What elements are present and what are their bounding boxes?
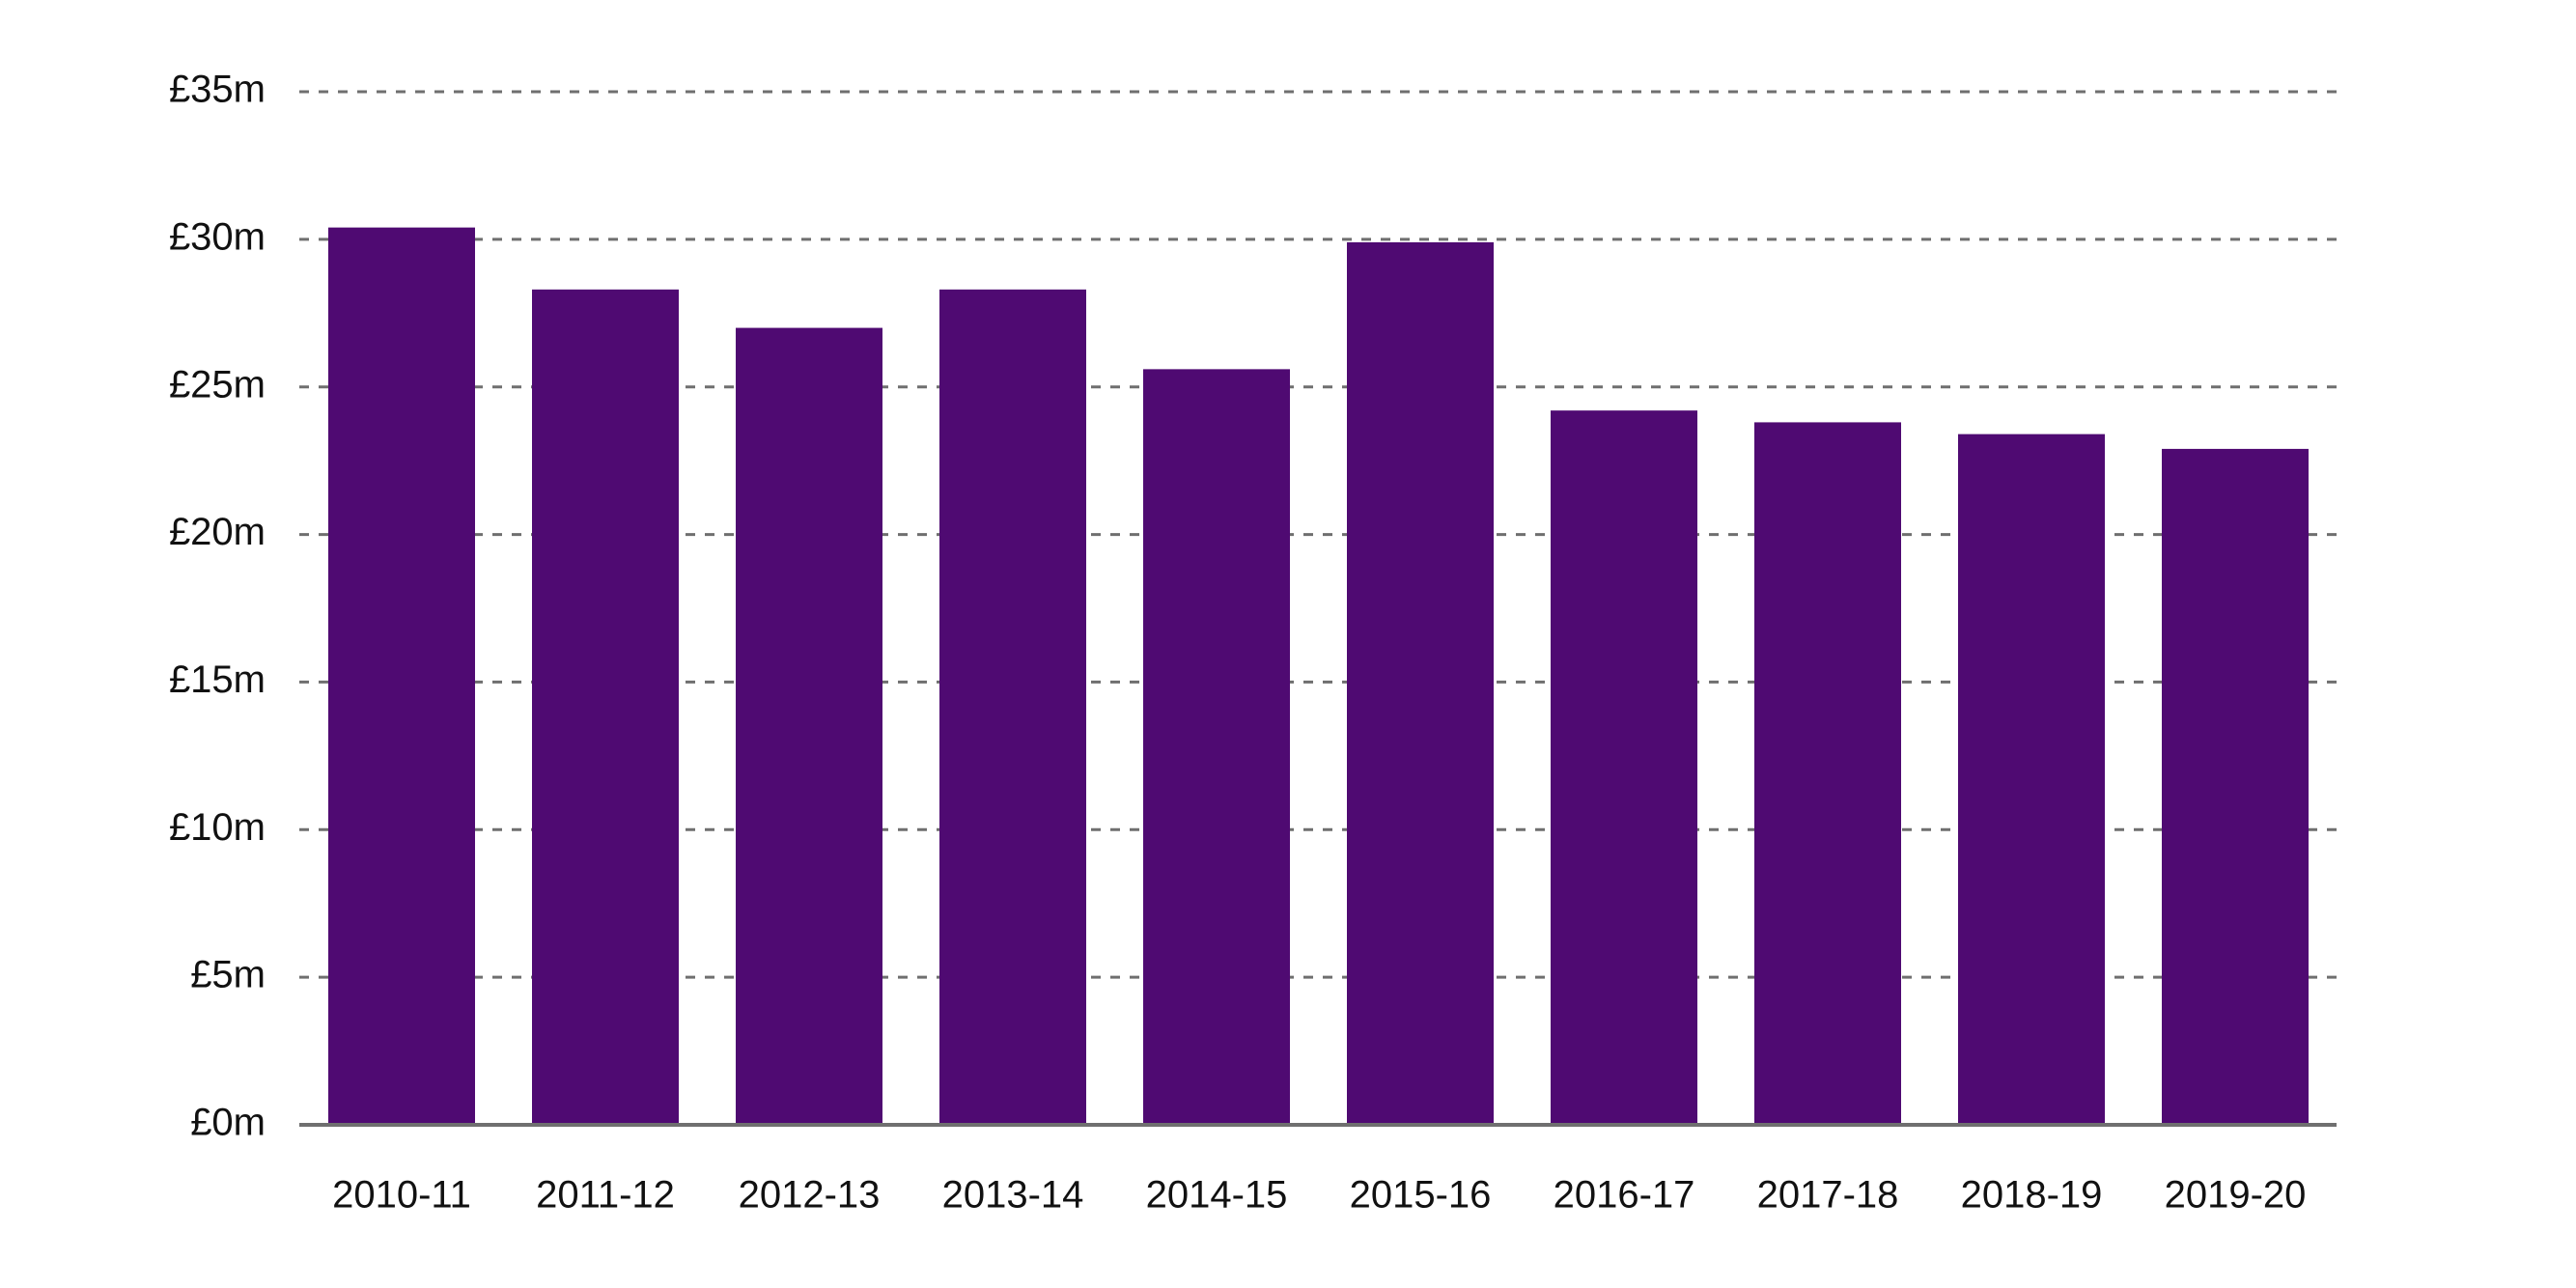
bar	[1143, 369, 1290, 1125]
bar	[1551, 410, 1697, 1126]
y-tick-label: £20m	[169, 511, 266, 553]
y-tick-label: £35m	[169, 69, 266, 111]
y-tick-label: £10m	[169, 806, 266, 849]
x-tick-label: 2014-15	[1146, 1174, 1288, 1217]
bar	[736, 327, 882, 1126]
x-tick-label: 2015-16	[1350, 1174, 1492, 1217]
x-tick-label: 2010-11	[332, 1174, 471, 1217]
x-axis-tick-labels: 2010-11 2011-12 2012-13 2013-14 2014-15 2015-…	[332, 1174, 2306, 1217]
bar	[1958, 434, 2105, 1126]
x-tick-label: 2016-17	[1554, 1174, 1695, 1217]
x-tick-label: 2013-14	[942, 1174, 1084, 1217]
bar	[1347, 241, 1494, 1125]
y-tick-label: £25m	[169, 363, 266, 406]
x-tick-label: 2011-12	[536, 1174, 675, 1217]
y-axis-tick-labels: £0m £5m £10m £15m £20m £25m £30m £35m	[169, 69, 266, 1144]
bar	[939, 289, 1086, 1125]
x-tick-label: 2012-13	[739, 1174, 881, 1217]
bar	[1754, 422, 1901, 1125]
bar	[532, 289, 679, 1125]
x-tick-label: 2018-19	[1961, 1174, 2103, 1217]
y-tick-label: £15m	[169, 658, 266, 701]
x-tick-label: 2017-18	[1757, 1174, 1899, 1217]
bar	[2162, 448, 2309, 1125]
bar	[328, 227, 475, 1126]
bars	[328, 227, 2309, 1126]
y-tick-label: £30m	[169, 215, 266, 258]
y-tick-label: £0m	[190, 1102, 266, 1144]
y-tick-label: £5m	[190, 954, 266, 996]
x-tick-label: 2019-20	[2165, 1174, 2307, 1217]
